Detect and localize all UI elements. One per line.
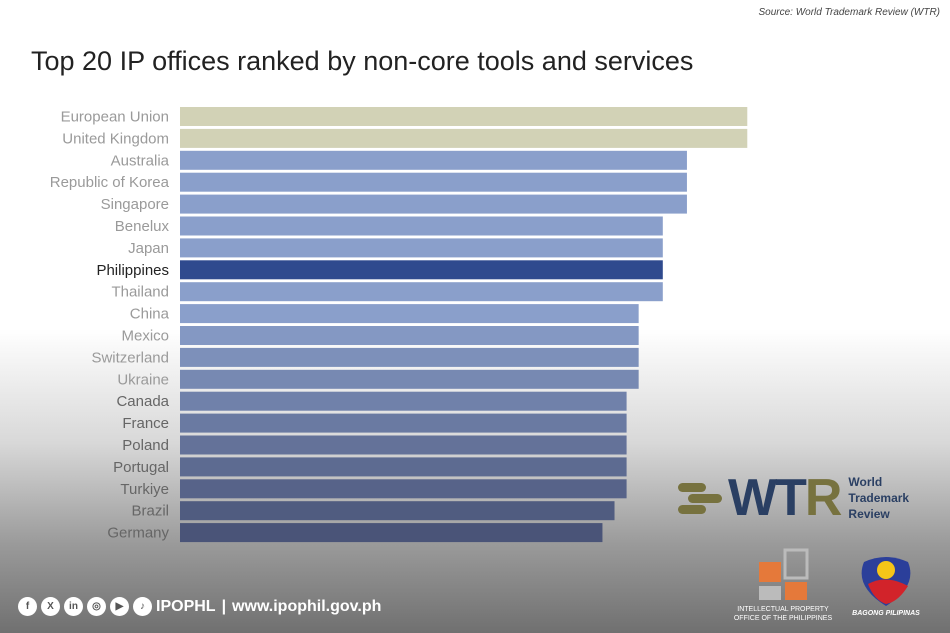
footer: f X in ◎ ▶ ♪ IPOPHL | www.ipophil.gov.ph: [18, 597, 381, 616]
wtr-abbr-r: R: [804, 469, 843, 527]
bar-australia: [180, 150, 687, 170]
x-icon[interactable]: X: [41, 597, 60, 616]
wtr-line: World: [848, 475, 883, 489]
category-label: China: [130, 306, 170, 323]
bar-philippines: [180, 260, 663, 280]
category-label: Brazil: [131, 503, 169, 520]
bar-republic-of-korea: [180, 172, 687, 192]
category-label: Benelux: [115, 218, 170, 235]
brand: IPOPHL: [156, 597, 216, 615]
bar-switzerland: [180, 347, 639, 367]
bar-european-union: [180, 107, 748, 126]
category-label: Canada: [116, 393, 169, 410]
wtr-line: Review: [848, 507, 890, 521]
category-label: Republic of Korea: [50, 174, 170, 191]
wtr-logo: WTR World Trademark Review: [678, 468, 909, 528]
category-label: Turkiye: [120, 481, 169, 498]
category-label: Switzerland: [91, 349, 169, 366]
instagram-icon[interactable]: ◎: [87, 597, 106, 616]
category-label: Mexico: [121, 328, 169, 345]
category-label: France: [122, 415, 169, 432]
bagong-pilipinas-logo: BAGONG PILIPINAS: [846, 546, 926, 617]
chart-title: Top 20 IP offices ranked by non-core too…: [31, 46, 694, 76]
youtube-icon[interactable]: ▶: [110, 597, 129, 616]
bar-thailand: [180, 282, 663, 302]
category-label: Philippines: [96, 262, 169, 279]
bar-brazil: [180, 501, 615, 521]
category-label: Australia: [111, 152, 170, 169]
bar-turkiye: [180, 479, 627, 499]
bar-portugal: [180, 457, 627, 477]
bar-canada: [180, 391, 627, 411]
ipo-line: OFFICE OF THE PHILIPPINES: [733, 615, 833, 622]
separator: |: [221, 597, 227, 615]
facebook-icon[interactable]: f: [18, 597, 37, 616]
bar-china: [180, 304, 639, 324]
category-label: European Union: [61, 109, 169, 126]
bar-singapore: [180, 194, 687, 214]
ipo-line: INTELLECTUAL PROPERTY: [737, 606, 829, 613]
bar-ukraine: [180, 369, 639, 389]
bar-mexico: [180, 326, 639, 345]
wtr-abbr: WT: [728, 469, 807, 527]
category-label: Thailand: [111, 284, 169, 301]
linkedin-icon[interactable]: in: [64, 597, 83, 616]
wtr-line: Trademark: [848, 491, 910, 505]
bar-poland: [180, 435, 627, 455]
category-label: Portugal: [113, 459, 169, 476]
category-label: Japan: [128, 240, 169, 257]
tiktok-icon[interactable]: ♪: [133, 597, 152, 616]
source-note: Source: World Trademark Review (WTR): [758, 7, 940, 18]
category-label: Ukraine: [117, 371, 169, 388]
wtr-mark-icon: [678, 478, 722, 518]
bagong-pilipinas-emblem-icon: [861, 557, 911, 606]
category-label: Germany: [107, 525, 169, 542]
bar-chart: European Union United Kingdom Australia Rep…: [50, 107, 748, 543]
category-label: Poland: [122, 437, 169, 454]
website-link[interactable]: www.ipophil.gov.ph: [232, 597, 382, 615]
bar-japan: [180, 238, 663, 258]
bar-benelux: [180, 216, 663, 236]
ipophl-logo: INTELLECTUAL PROPERTY OFFICE OF THE PHIL…: [733, 546, 833, 623]
category-label: United Kingdom: [62, 130, 169, 147]
category-label: Singapore: [101, 196, 169, 213]
bp-text: BAGONG PILIPINAS: [852, 610, 920, 617]
ipophl-mark-icon: [759, 548, 809, 600]
bar-france: [180, 413, 627, 433]
bar-germany: [180, 523, 603, 543]
bar-united-kingdom: [180, 128, 748, 148]
